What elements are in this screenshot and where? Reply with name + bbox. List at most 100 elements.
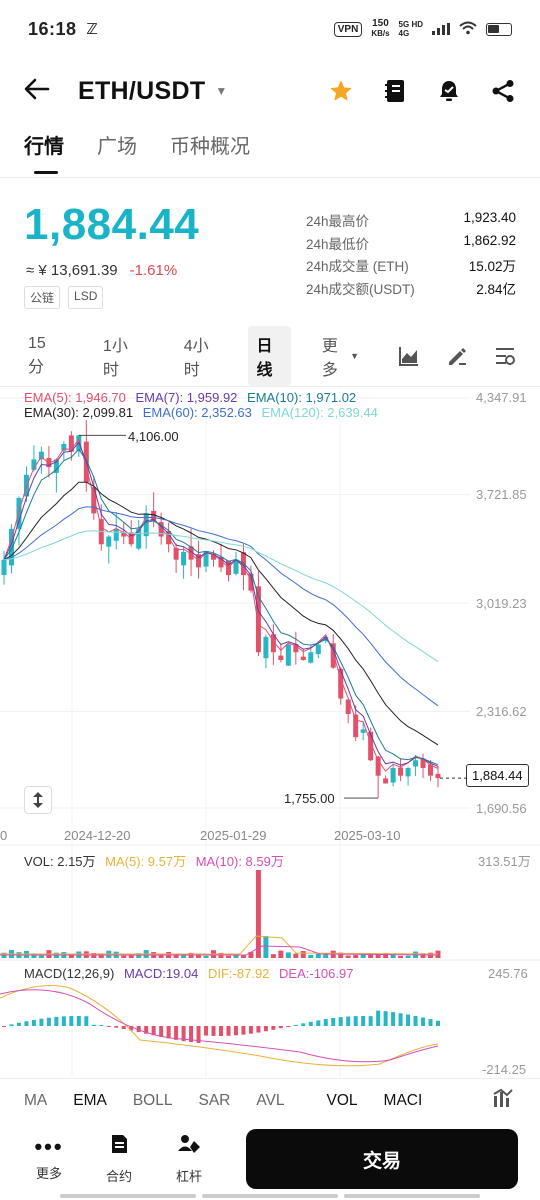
notebook-icon[interactable] [382,78,408,104]
candle-body [330,643,336,668]
date-axis-label: 2025-01-29 [200,828,267,843]
tab-market[interactable]: 行情 [24,130,64,174]
price-change: -1.61% [129,262,178,279]
candle-body [293,644,299,653]
candlestick-chart[interactable] [0,386,540,1078]
candle-body [270,634,276,653]
candle-body [263,636,269,659]
indicator-ma[interactable]: MA [24,1091,48,1109]
volume-bar [68,953,74,958]
draw-tool-icon[interactable] [446,345,468,367]
volume-bar [136,953,142,958]
candle-body [285,644,291,666]
volume-bar [308,954,314,958]
interval-15m[interactable]: 15分 [28,335,46,376]
volume-bar [255,870,261,958]
vol-value: VOL: 2.15万 [24,854,96,869]
interval-1h[interactable]: 1小时 [102,338,128,379]
indicator-macd[interactable]: MACI [383,1091,423,1109]
volume-bar [240,954,246,958]
macd-bar [106,1026,111,1027]
macd-bar [204,1026,209,1036]
price-axis-label: 1,690.56 [476,801,527,816]
tab-square[interactable]: 广场 [97,136,137,158]
chevron-down-icon: ▼ [350,351,360,361]
tag-chip[interactable]: LSD [68,286,104,309]
share-icon[interactable] [490,78,516,104]
dif-value: DIF:-87.92 [207,966,270,981]
indicator-bar: MA EMA BOLL SAR AVL VOL MACI [0,1078,540,1122]
alert-bell-icon[interactable] [436,78,462,104]
tab-coin-overview[interactable]: 币种概况 [170,136,250,158]
volume-bar [248,952,254,958]
macd-bar [248,1026,253,1034]
status-time: 16:18 [28,18,77,39]
indicator-boll[interactable]: BOLL [132,1091,173,1109]
contract-icon [108,1133,130,1160]
volume-bar [158,955,164,958]
vol-ma10: MA(10): 8.59万 [195,854,284,869]
candle-body [158,522,164,537]
ema30-legend: EMA(30): 2,099.81 [24,405,134,420]
indicator-vol[interactable]: VOL [326,1091,358,1109]
network-type: 5G HD 4G [398,20,423,38]
vol-legend: VOL: 2.15万 MA(5): 9.57万 MA(10): 8.59万 [24,851,290,870]
high-annotation: 4,106.00 [128,429,179,444]
candle-body [435,773,441,779]
macd-bar [406,1014,411,1026]
interval-1d[interactable]: 日线 [248,326,291,386]
macd-bar [278,1026,283,1029]
macd-bar [84,1016,89,1026]
fiat-price-row: ≈ ¥ 13,691.39 -1.61% [26,262,177,279]
low-annotation: 1,755.00 [284,791,335,806]
macd-value: MACD:19.04 [123,966,199,981]
interval-more[interactable]: 更多 ▼ [321,338,360,379]
leverage-icon [177,1133,201,1160]
macd-bar [308,1021,313,1026]
pair-dropdown-icon[interactable]: ▼ [215,84,228,98]
indicator-sar[interactable]: SAR [198,1091,231,1109]
volume-bar [375,953,381,958]
contract-button[interactable]: 合约 [94,1133,144,1185]
volume-bar [38,955,44,958]
back-arrow-icon[interactable] [24,76,60,106]
macd-dif-line [0,985,439,1067]
chart-type-icon[interactable] [398,345,420,367]
interval-4h[interactable]: 4小时 [183,338,209,379]
macd-bar [136,1026,141,1033]
more-button[interactable]: ••• 更多 [34,1133,64,1181]
fiat-price: ≈ ¥ 13,691.39 [26,262,118,279]
volume-bar [98,953,104,958]
macd-bar [256,1026,261,1033]
candle-body [91,487,97,514]
candle-body [405,767,411,777]
pair-title[interactable]: ETH/USDT [78,76,206,105]
macd-bar [436,1020,440,1026]
volume-bar [263,936,269,958]
ema5-legend: EMA(5): 1,946.70 [24,390,126,405]
volume-bar [285,952,291,958]
indicator-ema[interactable]: EMA [73,1091,107,1109]
dea-value: DEA:-106.97 [279,966,354,981]
macd-bar [233,1026,238,1036]
macd-bar [361,1016,366,1026]
candle-body [143,513,149,537]
expand-vertical-icon[interactable] [24,786,52,814]
leverage-button[interactable]: 杠杆 [164,1133,214,1185]
ema10-legend: EMA(10): 1,971.02 [247,390,357,405]
chart-settings-icon[interactable] [494,345,516,367]
vol-axis-label: 313.51万 [478,854,531,869]
tag-chip[interactable]: 公链 [24,286,61,309]
indicator-settings-icon[interactable] [492,1088,514,1113]
stat-row: 24h最低价 1,862.92 [306,232,516,252]
volume-bar [323,953,329,958]
interval-bar: 15分 1小时 4小时 日线 更多 ▼ [0,326,540,386]
volume-bar [173,954,179,958]
favorite-star-icon[interactable] [328,78,354,104]
signal-icon [432,23,450,35]
trade-button[interactable]: 交易 [246,1129,518,1189]
current-price-tag[interactable]: 1,884.44 [466,764,529,787]
indicator-avl[interactable]: AVL [256,1091,285,1109]
date-axis-label: 2025-03-10 [334,828,401,843]
more-dots-icon: ••• [34,1133,64,1159]
